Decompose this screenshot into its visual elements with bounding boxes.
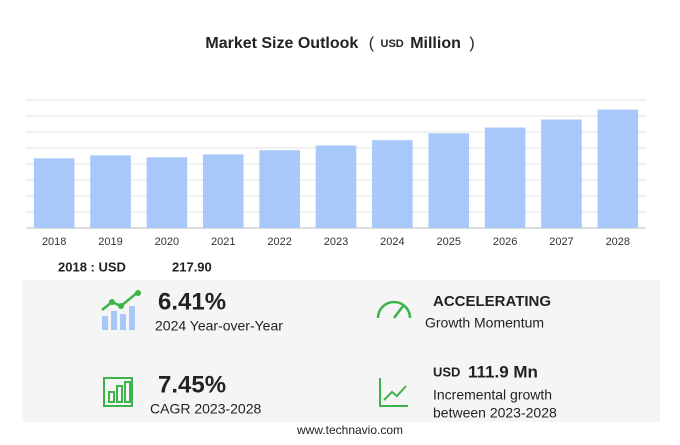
base-label: 2018 : USD <box>58 259 126 274</box>
x-tick-label: 2018 <box>42 236 66 248</box>
title-paren: ) <box>469 35 474 52</box>
bar <box>541 119 582 228</box>
bar <box>428 133 470 228</box>
chart-title: Market Size Outlook ( USD Million ) <box>205 35 474 52</box>
title-text: Market Size Outlook <box>205 35 358 52</box>
stat-label: 2024 Year-over-Year <box>155 318 283 334</box>
plot: 2018 2019 2020 2021 2022 2023 2024 2025 2026 2027… <box>26 99 646 248</box>
base-value: 217.90 <box>172 259 212 274</box>
x-tick-label: 2027 <box>549 236 573 248</box>
stat-value: 7.45% <box>158 371 226 398</box>
stat-label: between 2023-2028 <box>433 405 557 421</box>
x-tick-label: 2026 <box>493 236 517 248</box>
stats-panel <box>22 280 660 422</box>
x-tick-label: 2025 <box>436 236 460 248</box>
bar <box>372 140 413 228</box>
bar <box>202 154 244 228</box>
bar <box>315 145 357 228</box>
bar <box>259 150 300 228</box>
gauge-icon <box>376 300 412 319</box>
x-tick-label: 2022 <box>267 236 291 248</box>
bar <box>90 155 131 228</box>
x-tick-label: 2020 <box>155 236 179 248</box>
x-tick-label: 2019 <box>98 236 122 248</box>
cagr-icon <box>103 377 133 407</box>
stat-value: 6.41% <box>158 288 226 315</box>
increment-icon <box>379 378 408 407</box>
title-paren: ( <box>369 35 375 52</box>
bar <box>33 158 75 228</box>
stat-value: ACCELERATING <box>433 293 551 310</box>
x-tick-label: 2021 <box>211 236 235 248</box>
title-unit: Million <box>410 35 461 52</box>
title-unit-small: USD <box>381 38 404 50</box>
growth-icon <box>101 290 141 330</box>
x-tick-label: 2024 <box>380 236 404 248</box>
stat-unit: USD <box>433 364 460 379</box>
stat-label: Incremental growth <box>433 387 552 403</box>
footer: www.technavio.com <box>296 423 403 437</box>
stat-value: 111.9 Mn <box>468 362 538 381</box>
bar <box>597 109 639 228</box>
x-tick-label: 2028 <box>606 236 630 248</box>
stat-label: Growth Momentum <box>425 315 544 331</box>
stat-label: CAGR 2023-2028 <box>150 401 262 417</box>
x-tick-label: 2023 <box>324 236 348 248</box>
bar <box>484 127 526 228</box>
bar <box>146 157 188 228</box>
